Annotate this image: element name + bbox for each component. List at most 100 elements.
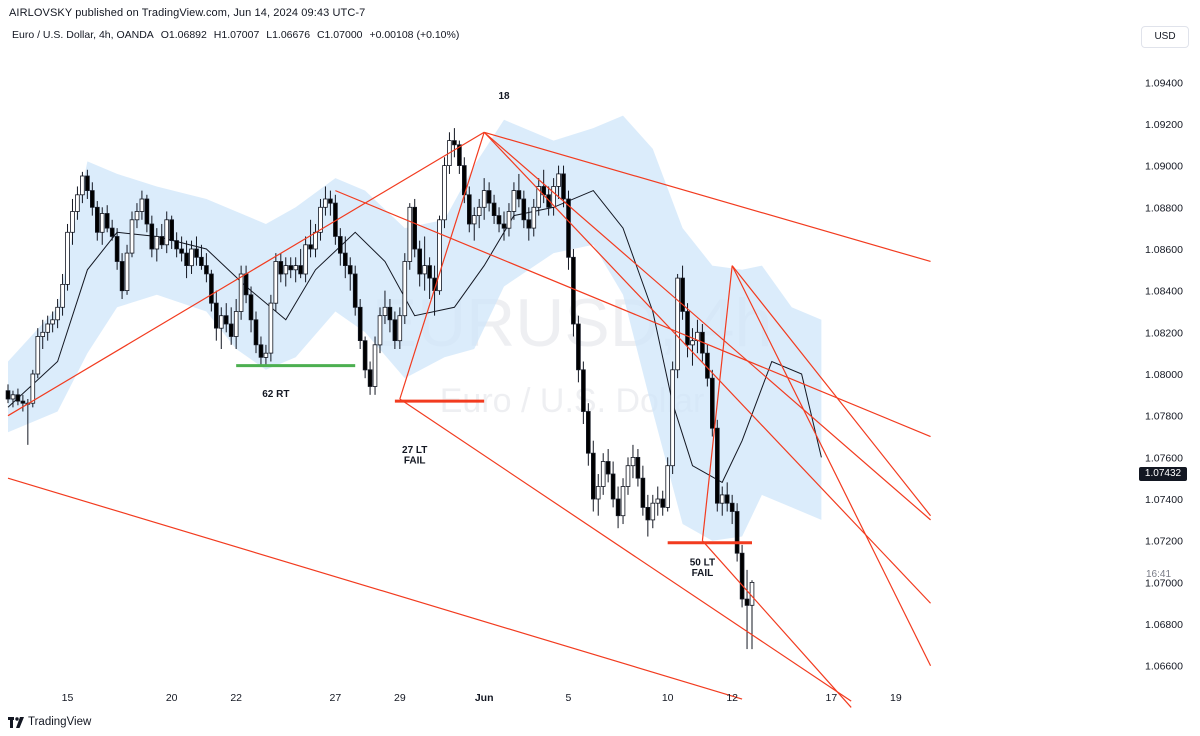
candle [605,449,611,483]
candle-body [511,190,517,212]
price-tick-label: 1.06600 [1145,661,1183,673]
candle [610,461,616,508]
price-tick-label: 1.08400 [1145,286,1183,298]
candle-body [605,461,611,475]
candle [60,273,65,316]
candle-body [50,319,55,325]
candle [90,182,95,216]
candle [124,244,130,295]
time-axis[interactable]: 15 20 22 27 29 Jun 5 10 12 17 19 [62,692,902,704]
candle-body [323,198,328,208]
candle [323,186,328,216]
candle-body [238,273,244,312]
price-tick-label: 1.07000 [1145,577,1183,589]
footer-branding[interactable]: TradingView [8,714,91,730]
candle-body [491,202,497,217]
price-axis[interactable]: 1.09400 1.09200 1.09000 1.08800 1.08600 1.084… [1145,77,1183,672]
candle-body [20,400,26,404]
candle [273,253,279,312]
candle [526,207,532,241]
symbol-name[interactable]: Euro / U.S. Dollar, 4h, OANDA [12,29,154,41]
candle-body [486,190,492,204]
candle [149,215,155,258]
candle-body [739,552,745,600]
cloud-area [8,115,822,541]
candle [486,182,492,212]
candle [268,294,274,362]
candle [263,344,269,366]
candle-body [204,265,209,275]
candle [615,486,621,529]
candle-body [392,319,398,341]
candle-body [645,506,651,521]
trendline [7,477,743,700]
annotation-label: 27 LT [402,445,427,456]
trendline [399,132,485,400]
candle-body [352,273,358,308]
candle [119,253,125,299]
candle-body [665,465,670,508]
low-value: L1.06676 [266,29,311,41]
candle-body [610,473,616,500]
candle-body [40,331,45,337]
cloud-band [8,115,822,541]
candle-body [655,498,661,504]
candle-body [159,236,165,246]
currency-button[interactable]: USD [1141,26,1189,48]
candle [45,315,50,341]
candle-body [680,277,685,312]
candle [457,140,462,174]
annotation-label: 62 RT [262,389,289,400]
candle [85,169,90,199]
candle-body [576,323,581,371]
candle [402,253,408,324]
candle-body [516,190,522,200]
candle [620,478,626,525]
candle-body [90,190,95,208]
candle [536,178,541,216]
candle [476,198,482,229]
candle-body [35,336,41,375]
candle-body [615,498,621,517]
candle [328,190,333,216]
candle [367,361,373,395]
candle-body [427,265,432,279]
close-value: C1.07000 [316,29,363,41]
candle-body [466,194,472,225]
candle [238,265,244,320]
candle [556,165,561,199]
candle-body [690,340,695,346]
candle [437,215,442,295]
candle [675,273,680,379]
candle-body [263,352,269,358]
drawings[interactable] [7,131,932,708]
candle [362,336,368,379]
candle-body [119,261,125,292]
time-tick-label: Jun [475,692,494,704]
candle-body [536,186,541,208]
price-tick-label: 1.09400 [1145,77,1183,89]
candle-body [80,175,85,196]
trendline [731,265,932,517]
candle [551,178,556,216]
candle-body [169,219,175,242]
candle [10,390,16,408]
candle-body [581,369,586,412]
trendline [483,131,931,521]
symbol-legend: Euro / U.S. Dollar, 4h, OANDA O1.06892 H… [12,29,463,41]
trendline [701,540,852,708]
candle-body [99,213,105,233]
candle [665,457,670,512]
last-price-tag: 1.07432 [1139,467,1187,481]
candle-body [228,323,234,337]
candle [734,503,740,562]
candle [407,203,413,270]
candle-body [209,273,214,304]
candle [199,244,204,270]
candle-body [288,265,293,271]
candle-body [139,198,145,212]
candle-body [556,173,561,187]
footer-brand-text: TradingView [28,716,92,728]
trendline [701,265,733,541]
